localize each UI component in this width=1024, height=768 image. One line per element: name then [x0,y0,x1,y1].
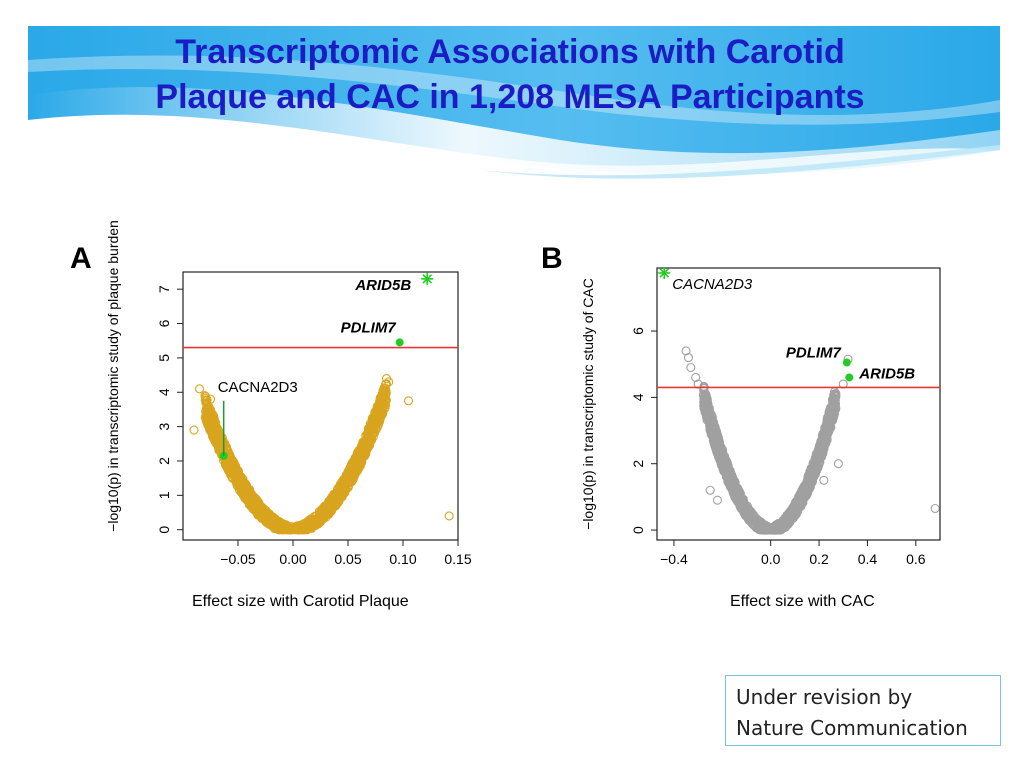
highlight-star-marker [421,273,433,285]
gene-label-cacna2d3: CACNA2D3 [672,276,753,293]
panel-label-b: B [541,242,563,276]
x-tick-label: 0.05 [334,551,361,567]
chart-a-x-axis-label: Effect size with Carotid Plaque [192,593,409,611]
x-tick-label: 0.0 [761,551,781,567]
y-tick-label: 2 [630,460,646,468]
note-line-1: Under revision by [736,682,990,713]
y-axis-label: −log10(p) in transcriptomic study of pla… [105,220,121,532]
data-point [931,504,939,512]
data-point [687,364,695,372]
gene-label-pdlim7: PDLIM7 [786,345,842,362]
data-point [190,426,198,434]
gene-label-arid5b: ARID5B [858,365,915,382]
y-tick-label: 0 [156,526,172,534]
chart-b: −log10(p) in transcriptomic study of CAC… [575,240,950,600]
data-point [196,385,204,393]
chart-a: −log10(p) in transcriptomic study of pla… [100,210,480,600]
y-tick-label: 4 [630,393,646,401]
y-tick-label: 4 [156,388,172,396]
data-point [713,496,721,504]
y-tick-label: 6 [630,327,646,335]
x-tick-label: −0.05 [220,551,256,567]
data-point [405,397,413,405]
y-tick-label: 6 [156,319,172,327]
y-axis-label: −log10(p) in transcriptomic study of CAC [580,278,596,530]
y-tick-label: 2 [156,457,172,465]
y-tick-label: 0 [630,526,646,534]
y-tick-label: 7 [156,285,172,293]
y-tick-label: 5 [156,354,172,362]
slide-title: Transcriptomic Associations with Carotid… [60,30,960,120]
revision-note: Under revision by Nature Communication [725,675,1001,746]
panel-label-a: A [70,242,92,276]
data-point [706,486,714,494]
data-point [820,476,828,484]
y-tick-label: 3 [156,423,172,431]
highlight-dot-marker [843,359,851,367]
x-tick-label: −0.4 [660,551,688,567]
y-tick-label: 1 [156,491,172,499]
gene-label-arid5b: ARID5B [354,277,411,294]
title-line-2: Plaque and CAC in 1,208 MESA Participant… [155,78,864,116]
x-tick-label: 0.15 [444,551,471,567]
note-line-2: Nature Communication [736,713,990,744]
data-point [834,460,842,468]
highlight-dot-marker [396,338,404,346]
x-tick-label: 0.6 [906,551,926,567]
x-tick-label: 0.4 [858,551,878,567]
title-line-1: Transcriptomic Associations with Carotid [175,33,844,71]
data-point [445,512,453,520]
gene-label-cacna2d3: CACNA2D3 [218,379,298,396]
gene-label-pdlim7: PDLIM7 [341,319,397,336]
chart-b-x-axis-label: Effect size with CAC [730,593,875,611]
highlight-star-marker [658,267,670,279]
highlight-dot-marker [845,373,853,381]
x-tick-label: 0.2 [809,551,829,567]
x-tick-label: 0.00 [279,551,306,567]
data-points [190,375,453,534]
x-tick-label: 0.10 [389,551,416,567]
